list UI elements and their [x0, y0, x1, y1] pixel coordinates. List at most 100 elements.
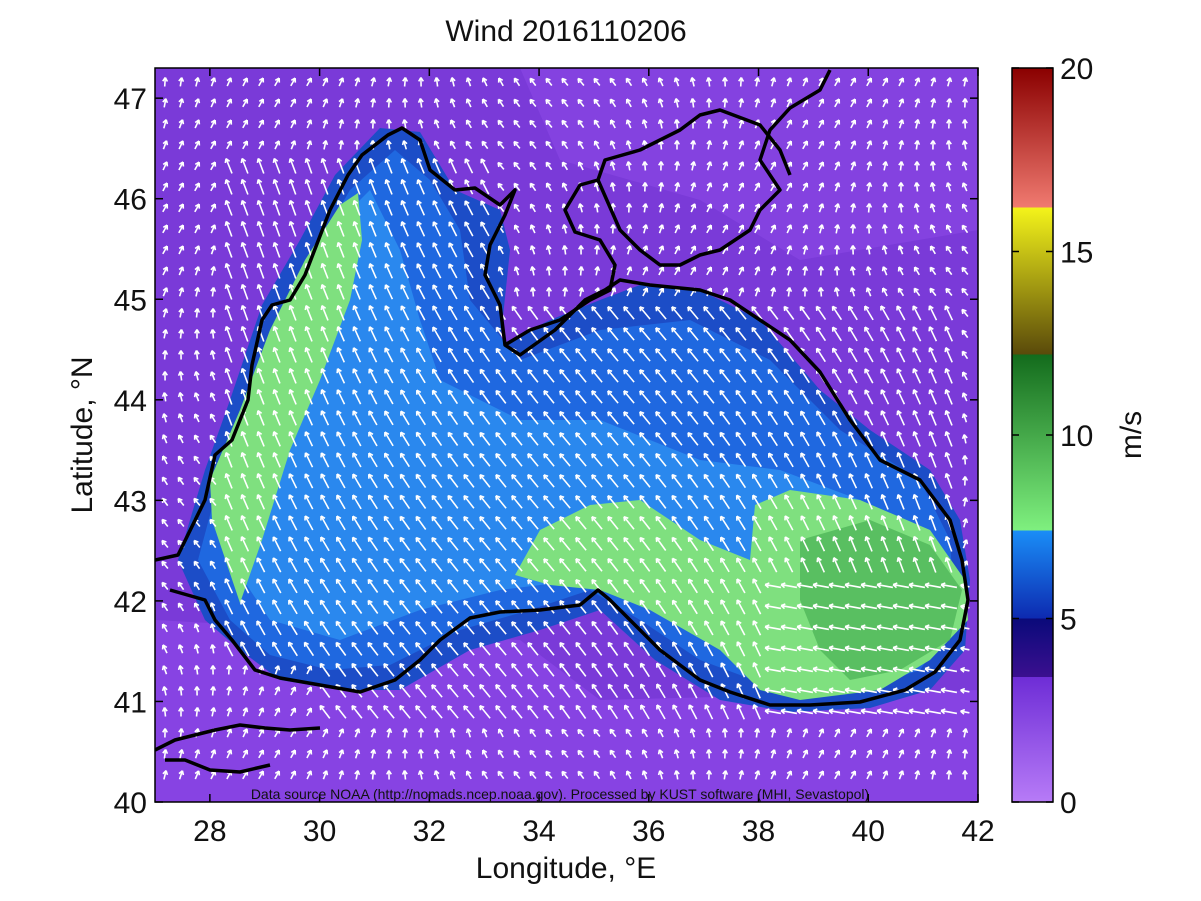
- wind-arrow: [796, 667, 814, 673]
- wind-arrow: [480, 200, 490, 216]
- wind-arrow: [623, 621, 635, 635]
- wind-arrow-head: [736, 515, 742, 521]
- wind-arrow: [415, 537, 427, 551]
- wind-arrow-head: [722, 749, 729, 754]
- wind-arrow-head: [689, 98, 696, 104]
- wind-arrow-head: [367, 641, 373, 648]
- wind-arrow: [432, 347, 442, 363]
- wind-arrow-head: [912, 493, 919, 500]
- wind-arrow: [639, 453, 651, 467]
- wind-arrow-head: [752, 662, 758, 668]
- wind-arrow-head: [177, 623, 184, 629]
- colorbar-label: m/s: [1115, 411, 1148, 459]
- wind-arrow-head: [338, 77, 345, 83]
- wind-arrow-head: [818, 266, 825, 271]
- wind-arrow: [399, 473, 411, 489]
- wind-arrow: [288, 557, 298, 573]
- wind-arrow: [225, 263, 233, 279]
- wind-arrow-head: [513, 203, 519, 209]
- wind-arrow: [447, 516, 459, 530]
- wind-arrow: [639, 599, 651, 615]
- wind-arrow-head: [961, 266, 967, 273]
- wind-arrow-head: [335, 662, 341, 669]
- wind-arrow: [352, 326, 362, 342]
- wind-arrow: [559, 348, 571, 362]
- wind-arrow: [687, 306, 699, 320]
- wind-arrow-head: [304, 304, 311, 311]
- wind-arrow-head: [351, 662, 357, 669]
- x-tick-label: 30: [303, 815, 336, 848]
- wind-arrow-head: [495, 347, 501, 354]
- wind-arrow-head: [463, 663, 469, 669]
- wind-arrow-head: [720, 599, 726, 605]
- wind-arrow-head: [815, 326, 822, 332]
- wind-arrow: [432, 284, 442, 300]
- wind-arrow-head: [625, 182, 632, 187]
- wind-arrow: [447, 663, 459, 677]
- wind-arrow: [796, 625, 814, 631]
- wind-arrow-head: [802, 119, 809, 125]
- wind-arrow-head: [690, 203, 697, 209]
- wind-arrow-head: [575, 662, 581, 669]
- wind-arrow-head: [161, 518, 167, 525]
- coastline-black-sea-main: [155, 126, 970, 707]
- wind-arrow: [479, 516, 491, 530]
- wind-arrow-head: [193, 392, 200, 398]
- wind-arrow: [783, 327, 795, 341]
- wind-arrow: [433, 158, 441, 174]
- wind-arrow-head: [945, 224, 952, 230]
- wind-arrow: [639, 348, 651, 362]
- wind-arrow-head: [866, 770, 873, 776]
- wind-arrow-head: [768, 473, 774, 479]
- wind-arrow-head: [495, 663, 501, 669]
- wind-arrow-head: [527, 704, 533, 711]
- wind-arrow: [415, 621, 427, 635]
- wind-arrow: [800, 557, 810, 573]
- wind-arrow-head: [272, 536, 278, 542]
- wind-arrow-head: [481, 770, 487, 776]
- wind-arrow-head: [655, 432, 661, 438]
- wind-arrow-head: [543, 558, 549, 564]
- wind-arrow-head: [880, 410, 886, 416]
- wind-arrow-head: [322, 140, 329, 146]
- wind-arrow: [751, 431, 763, 447]
- wind-arrow-head: [495, 621, 501, 627]
- wind-arrow: [272, 494, 282, 510]
- wind-arrow-head: [194, 287, 201, 293]
- wind-arrow-head: [495, 431, 501, 438]
- wind-arrow-head: [720, 620, 726, 626]
- wind-arrow: [880, 389, 890, 405]
- wind-arrow: [432, 200, 442, 216]
- wind-arrow: [860, 667, 878, 673]
- wind-arrow: [399, 537, 411, 551]
- wind-arrow-head: [706, 182, 713, 188]
- wind-arrow-head: [177, 413, 184, 419]
- wind-arrow-head: [256, 578, 262, 584]
- wind-arrow-head: [559, 579, 565, 585]
- wind-arrow: [924, 604, 942, 610]
- wind-arrow-head: [415, 578, 421, 585]
- wind-arrow-head: [545, 119, 551, 126]
- wind-arrow-head: [770, 203, 777, 209]
- wind-arrow: [671, 432, 683, 446]
- wind-arrow: [812, 688, 830, 694]
- wind-arrow-head: [383, 536, 389, 542]
- wind-arrow-head: [513, 77, 519, 83]
- wind-arrow-head: [370, 77, 377, 83]
- wind-arrow-head: [865, 287, 872, 293]
- wind-arrow-head: [908, 603, 914, 610]
- wind-arrow-head: [194, 266, 201, 272]
- wind-arrow: [591, 642, 603, 656]
- wind-arrow-head: [511, 684, 517, 690]
- wind-arrow: [575, 432, 587, 446]
- wind-arrow-head: [962, 770, 968, 775]
- wind-arrow: [431, 495, 443, 509]
- wind-arrow: [367, 705, 379, 719]
- wind-arrow-head: [800, 536, 806, 542]
- wind-arrow-head: [481, 749, 488, 755]
- wind-arrow-head: [178, 287, 185, 293]
- wind-arrow: [796, 688, 814, 694]
- wind-arrow-head: [912, 514, 919, 521]
- wind-arrow-head: [256, 157, 263, 164]
- wind-arrow: [464, 305, 474, 321]
